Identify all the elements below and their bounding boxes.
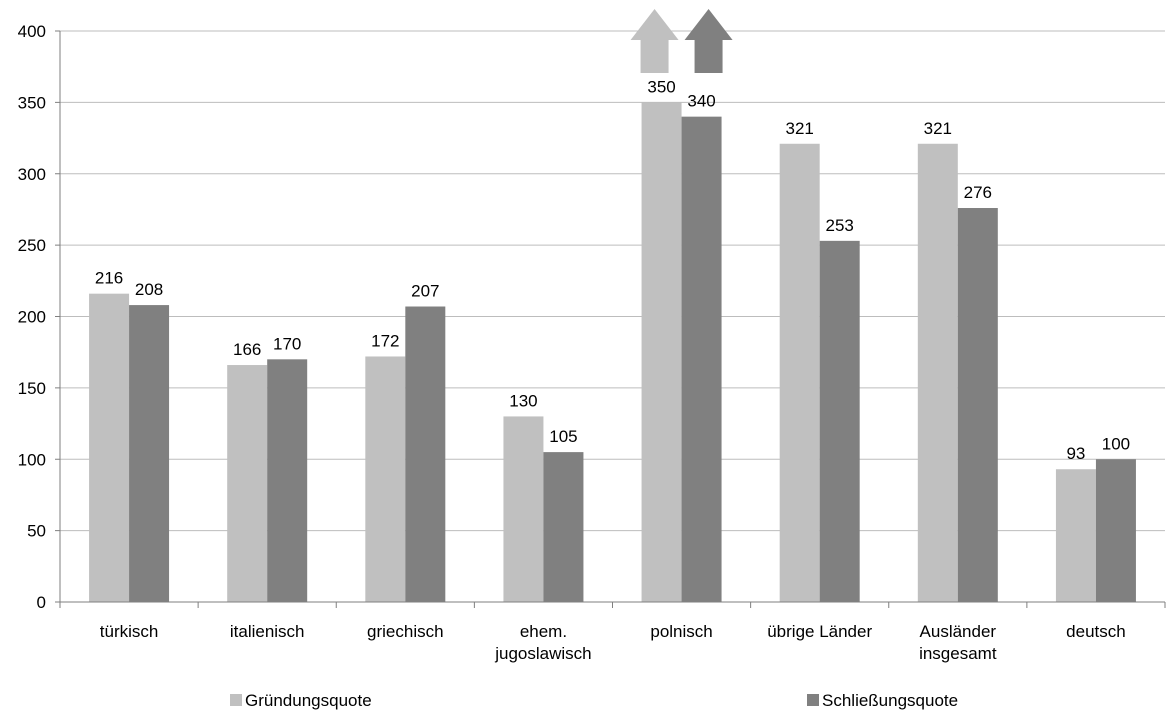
bar-schliessungsquote [267, 359, 308, 602]
bar-gruendungsquote [779, 143, 820, 602]
legend: Gründungsquote Schließungsquote [230, 691, 958, 710]
x-category-label: polnisch [650, 622, 712, 641]
bar-schliessungsquote [681, 116, 722, 603]
y-tick-label: 300 [18, 165, 46, 184]
legend-swatch [807, 694, 819, 706]
bar-schliessungsquote [543, 452, 584, 602]
bar-schliessungsquote [957, 208, 998, 602]
data-label: 170 [273, 334, 301, 353]
y-tick-label: 0 [37, 593, 46, 612]
y-tick-label: 350 [18, 93, 46, 112]
x-category-label: italienisch [230, 622, 305, 641]
bar-gruendungsquote [89, 293, 130, 602]
x-category-label: griechisch [367, 622, 444, 641]
bar-gruendungsquote [641, 102, 682, 602]
bar-schliessungsquote [819, 240, 860, 602]
y-tick-label: 50 [27, 522, 46, 541]
up-arrow-icon [684, 9, 733, 73]
x-category-label: türkisch [100, 622, 159, 641]
up-arrow-icon [630, 9, 679, 73]
bar-schliessungsquote [1095, 459, 1136, 602]
data-label: 105 [549, 427, 577, 446]
axes: 0 50 100 150 200 250 300 350 400 türkisch italieni… [18, 22, 1166, 663]
data-label: 166 [233, 340, 261, 359]
data-label: 350 [647, 77, 675, 96]
bar-gruendungsquote [227, 365, 268, 602]
legend-swatch [230, 694, 242, 706]
data-label: 207 [411, 282, 439, 301]
x-category-label: ehem. [520, 622, 567, 641]
legend-label: Schließungsquote [822, 691, 958, 710]
bar-gruendungsquote [503, 416, 544, 602]
data-label: 321 [786, 119, 814, 138]
data-label: 321 [924, 119, 952, 138]
gridlines [60, 30, 1165, 532]
data-label: 208 [135, 280, 163, 299]
y-tick-label: 200 [18, 308, 46, 327]
data-label: 100 [1102, 434, 1130, 453]
bar-gruendungsquote [365, 356, 406, 602]
bar-gruendungsquote [1055, 469, 1096, 602]
data-label: 340 [687, 92, 715, 111]
data-label: 216 [95, 269, 123, 288]
data-label: 253 [826, 216, 854, 235]
y-tick-label: 100 [18, 450, 46, 469]
bar-schliessungsquote [405, 306, 446, 602]
data-labels: 216 208 166 170 172 207 130 105 350 340 321 253 321 2… [95, 77, 1130, 463]
y-tick-label: 150 [18, 379, 46, 398]
overflow-arrows [630, 9, 733, 73]
y-tick-label: 400 [18, 22, 46, 41]
data-label: 93 [1066, 444, 1085, 463]
legend-label: Gründungsquote [245, 691, 372, 710]
bars [89, 102, 1136, 603]
data-label: 172 [371, 331, 399, 350]
x-category-label: übrige Länder [767, 622, 872, 641]
bar-gruendungsquote [917, 143, 958, 602]
y-tick-label: 250 [18, 236, 46, 255]
x-category-label: deutsch [1066, 622, 1126, 641]
data-label: 130 [509, 391, 537, 410]
x-category-label: insgesamt [919, 644, 997, 663]
data-label: 276 [964, 183, 992, 202]
x-category-label: jugoslawisch [494, 644, 591, 663]
x-category-label: Ausländer [920, 622, 997, 641]
bar-schliessungsquote [129, 305, 170, 602]
